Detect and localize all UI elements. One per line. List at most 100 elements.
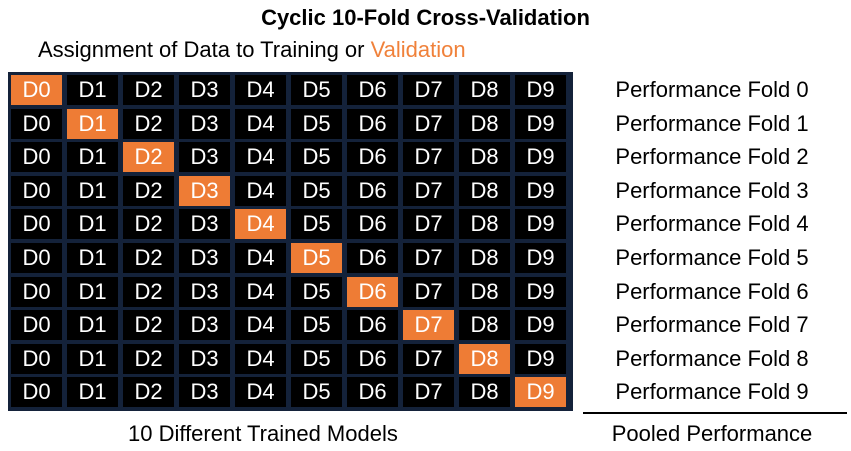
training-cell: D0	[11, 175, 62, 206]
training-cell: D3	[179, 276, 230, 307]
training-cell: D8	[459, 243, 510, 273]
training-cell: D8	[459, 310, 510, 341]
training-cell: D1	[67, 310, 118, 341]
training-cell: D9	[515, 108, 566, 139]
validation-cell: D4	[235, 209, 286, 240]
training-cell: D5	[291, 75, 342, 105]
fold-grid: D0 D1 D2 D3 D4 D5 D6 D7 D8 D9 D0 D1 D2 D3 D4 D5 D6 D7 D8 D9…	[8, 72, 573, 411]
training-cell: D3	[179, 310, 230, 341]
training-cell: D3	[179, 343, 230, 374]
training-cell: D5	[291, 175, 342, 206]
training-cell: D9	[515, 209, 566, 240]
training-cell: D8	[459, 377, 510, 408]
training-cell: D2	[123, 209, 174, 240]
training-cell: D3	[179, 377, 230, 408]
validation-cell: D0	[11, 75, 62, 105]
training-cell: D5	[291, 209, 342, 240]
training-cell: D3	[179, 209, 230, 240]
training-cell: D4	[235, 75, 286, 105]
training-cell: D0	[11, 276, 62, 307]
training-cell: D2	[123, 377, 174, 408]
training-cell: D9	[515, 276, 566, 307]
training-cell: D4	[235, 310, 286, 341]
training-cell: D9	[515, 243, 566, 273]
training-cell: D0	[11, 108, 62, 139]
training-cell: D6	[347, 243, 398, 273]
training-cell: D1	[67, 377, 118, 408]
training-cell: D7	[403, 108, 454, 139]
training-cell: D7	[403, 142, 454, 173]
diagram-subtitle: Assignment of Data to Training or Valida…	[38, 36, 466, 64]
validation-cell: D3	[179, 175, 230, 206]
training-cell: D9	[515, 75, 566, 105]
training-cell: D0	[11, 310, 62, 341]
training-cell: D7	[403, 377, 454, 408]
training-cell: D4	[235, 343, 286, 374]
validation-cell: D5	[291, 243, 342, 273]
training-cell: D5	[291, 276, 342, 307]
training-cell: D6	[347, 75, 398, 105]
subtitle-highlight: Validation	[370, 37, 466, 62]
validation-cell: D7	[403, 310, 454, 341]
training-cell: D2	[123, 343, 174, 374]
training-cell: D5	[291, 310, 342, 341]
training-cell: D9	[515, 142, 566, 173]
subtitle-prefix: Assignment of Data to Training or	[38, 37, 371, 62]
training-cell: D0	[11, 142, 62, 173]
performance-fold-label: Performance Fold 1	[615, 110, 809, 136]
training-cell: D5	[291, 343, 342, 374]
training-cell: D9	[515, 343, 566, 374]
training-cell: D8	[459, 75, 510, 105]
training-cell: D2	[123, 108, 174, 139]
validation-cell: D2	[123, 142, 174, 173]
training-cell: D3	[179, 108, 230, 139]
training-cell: D2	[123, 310, 174, 341]
pooled-caption: Pooled Performance	[611, 421, 813, 446]
performance-fold-label: Performance Fold 4	[615, 211, 809, 237]
training-cell: D6	[347, 142, 398, 173]
training-cell: D6	[347, 377, 398, 408]
training-cell: D1	[67, 243, 118, 273]
training-cell: D1	[67, 343, 118, 374]
training-cell: D1	[67, 209, 118, 240]
performance-fold-label: Performance Fold 7	[615, 312, 809, 338]
training-cell: D7	[403, 243, 454, 273]
performance-fold-label: Performance Fold 2	[615, 144, 809, 170]
training-cell: D2	[123, 276, 174, 307]
training-cell: D5	[291, 108, 342, 139]
training-cell: D7	[403, 209, 454, 240]
training-cell: D4	[235, 142, 286, 173]
training-cell: D1	[67, 276, 118, 307]
models-caption: 10 Different Trained Models	[128, 421, 398, 446]
training-cell: D0	[11, 209, 62, 240]
training-cell: D3	[179, 142, 230, 173]
validation-cell: D9	[515, 377, 566, 408]
performance-fold-label: Performance Fold 8	[615, 345, 809, 371]
training-cell: D4	[235, 243, 286, 273]
training-cell: D8	[459, 276, 510, 307]
performance-fold-label: Performance Fold 5	[615, 245, 809, 270]
validation-cell: D6	[347, 276, 398, 307]
training-cell: D0	[11, 377, 62, 408]
validation-cell: D1	[67, 108, 118, 139]
training-cell: D1	[67, 175, 118, 206]
training-cell: D7	[403, 276, 454, 307]
training-cell: D6	[347, 343, 398, 374]
training-cell: D8	[459, 142, 510, 173]
training-cell: D6	[347, 175, 398, 206]
training-cell: D8	[459, 209, 510, 240]
training-cell: D5	[291, 142, 342, 173]
training-cell: D6	[347, 108, 398, 139]
training-cell: D5	[291, 377, 342, 408]
validation-cell: D8	[459, 343, 510, 374]
training-cell: D3	[179, 75, 230, 105]
training-cell: D7	[403, 175, 454, 206]
training-cell: D9	[515, 310, 566, 341]
performance-fold-label: Performance Fold 3	[615, 177, 809, 203]
training-cell: D3	[179, 243, 230, 273]
training-cell: D0	[11, 243, 62, 273]
training-cell: D6	[347, 310, 398, 341]
training-cell: D4	[235, 377, 286, 408]
training-cell: D4	[235, 276, 286, 307]
training-cell: D0	[11, 343, 62, 374]
